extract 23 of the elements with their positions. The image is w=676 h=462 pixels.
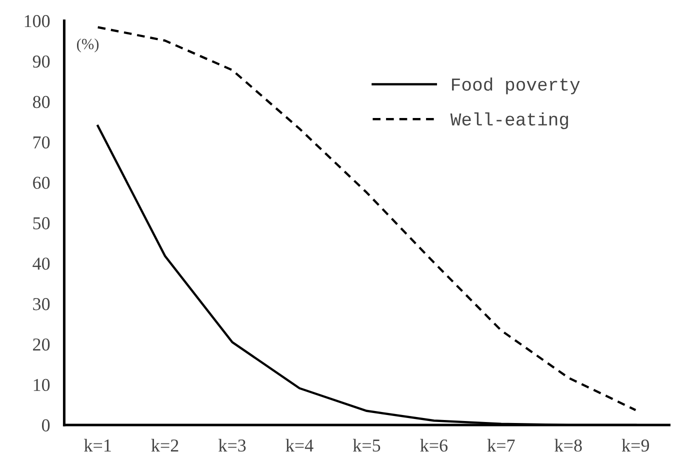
- x-tick-label: k=3: [218, 438, 246, 452]
- x-tick-label: k=5: [352, 438, 380, 452]
- x-tick-label: k=1: [84, 438, 111, 452]
- y-tick-label: 70: [33, 136, 50, 149]
- x-tick-label: k=7: [487, 438, 515, 452]
- legend-label: Well-eating: [450, 112, 568, 130]
- x-tick-label: k=2: [151, 438, 178, 452]
- y-tick-label: 100: [24, 15, 50, 28]
- y-tick-label: 50: [33, 217, 50, 230]
- y-tick-label: 80: [32, 96, 50, 108]
- y-axis-title: (%): [76, 38, 99, 52]
- y-tick-label: 10: [34, 378, 50, 392]
- y-tick-label: 60: [33, 176, 50, 189]
- legend-label: Food poverty: [452, 77, 580, 94]
- y-tick-label: 40: [32, 258, 50, 270]
- y-tick-label: 30: [33, 298, 50, 310]
- y-tick-label: 20: [33, 338, 50, 351]
- y-tick-label: 90: [32, 55, 50, 68]
- x-tick-label: k=9: [622, 438, 650, 452]
- y-tick-label: 0: [42, 419, 50, 432]
- x-tick-label: k=6: [420, 438, 448, 452]
- x-tick-label: k=4: [286, 438, 314, 452]
- x-tick-label: k=8: [554, 438, 582, 452]
